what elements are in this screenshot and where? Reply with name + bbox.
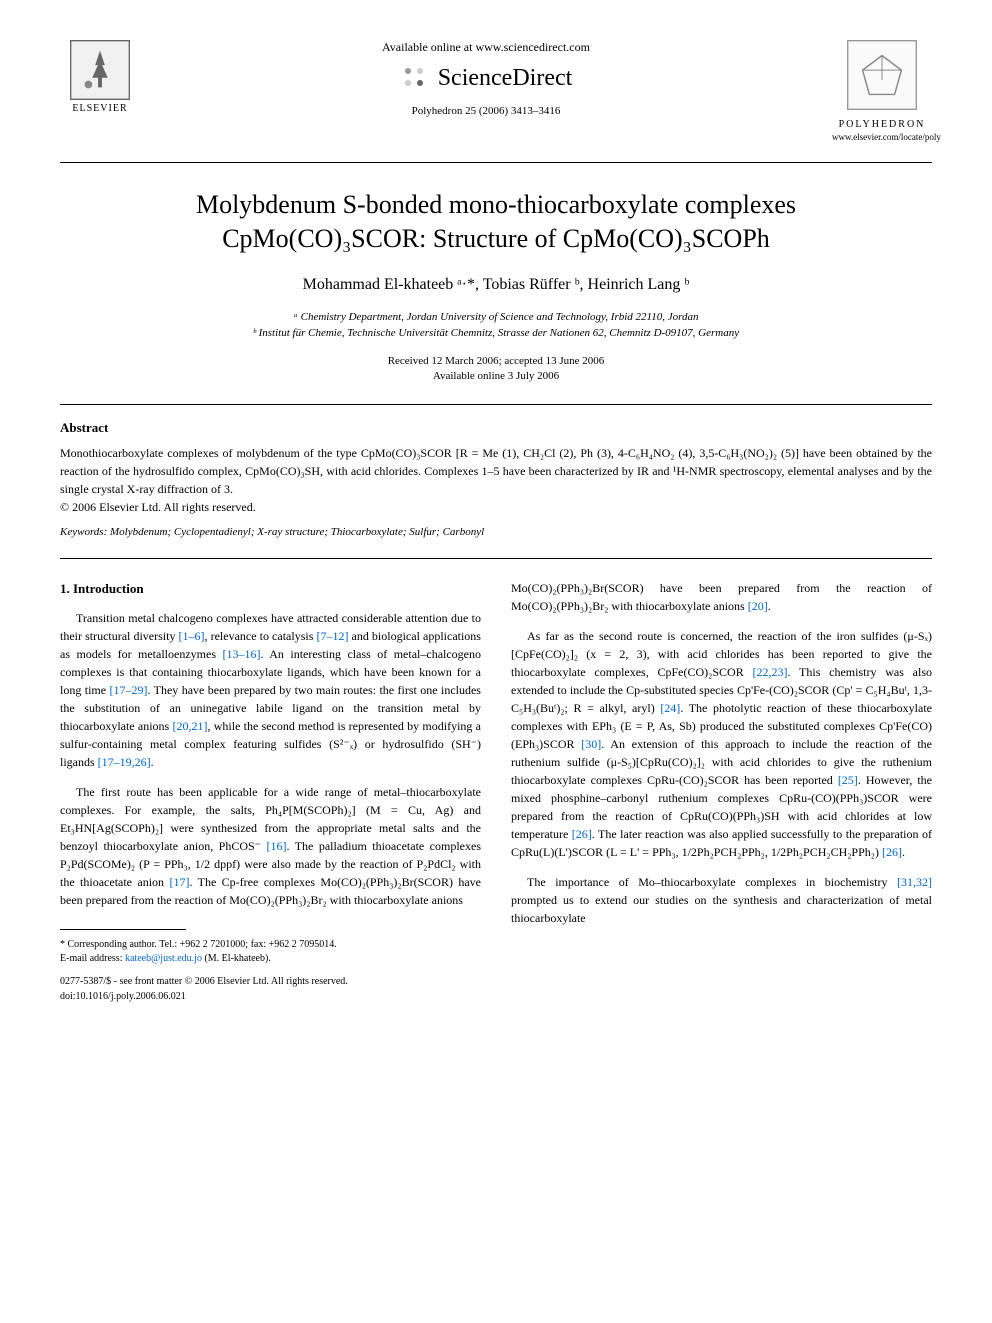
affiliations: ᵃ Chemistry Department, Jordan Universit… <box>60 309 932 342</box>
ref-link[interactable]: [22,23] <box>752 665 787 679</box>
ref-link[interactable]: [17] <box>169 875 189 889</box>
introduction-heading: 1. Introduction <box>60 579 481 599</box>
ref-link[interactable]: [17–19,26] <box>98 755 151 769</box>
ref-link[interactable]: [24] <box>660 701 680 715</box>
ref-link[interactable]: [30] <box>581 737 601 751</box>
polyhedron-icon <box>847 40 917 110</box>
email-link[interactable]: kateeb@just.edu.jo <box>125 953 202 964</box>
received-date: Received 12 March 2006; accepted 13 June… <box>60 354 932 369</box>
available-date: Available online 3 July 2006 <box>60 369 932 384</box>
elsevier-logo: ELSEVIER <box>60 40 140 114</box>
title-line-1: Molybdenum S-bonded mono-thiocarboxylate… <box>196 190 796 219</box>
ref-link[interactable]: [17–29] <box>109 683 147 697</box>
elsevier-tree-icon <box>70 40 130 100</box>
abstract-text: Monothiocarboxylate complexes of molybde… <box>60 444 932 516</box>
journal-url[interactable]: www.elsevier.com/locate/poly <box>832 132 932 142</box>
left-column: 1. Introduction Transition metal chalcog… <box>60 579 481 1004</box>
mid-divider-2 <box>60 558 932 559</box>
body-columns: 1. Introduction Transition metal chalcog… <box>60 579 932 1004</box>
ref-link[interactable]: [1–6] <box>179 629 205 643</box>
ref-link[interactable]: [26] <box>882 845 902 859</box>
journal-reference: Polyhedron 25 (2006) 3413–3416 <box>140 105 832 117</box>
keywords-text: Molybdenum; Cyclopentadienyl; X-ray stru… <box>110 526 484 538</box>
email-line: E-mail address: kateeb@just.edu.jo (M. E… <box>60 952 481 966</box>
journal-logo: POLYHEDRON www.elsevier.com/locate/poly <box>832 40 932 142</box>
elsevier-label: ELSEVIER <box>72 103 127 114</box>
sciencedirect-text: ScienceDirect <box>438 65 573 92</box>
right-column: Mo(CO)₂(PPh₃)₂Br(SCOR) have been prepare… <box>511 579 932 1004</box>
ref-link[interactable]: [20] <box>748 599 768 613</box>
available-online-text: Available online at www.sciencedirect.co… <box>140 40 832 55</box>
journal-name: POLYHEDRON <box>832 119 932 130</box>
sciencedirect-logo: ScienceDirect <box>140 63 832 93</box>
article-title: Molybdenum S-bonded mono-thiocarboxylate… <box>60 188 932 256</box>
title-line-2: CpMo(CO)₃SCOR: Structure of CpMo(CO)₃SCO… <box>222 224 770 253</box>
top-divider <box>60 162 932 163</box>
ref-link[interactable]: [7–12] <box>316 629 348 643</box>
ref-link[interactable]: [25] <box>838 773 858 787</box>
authors: Mohammad El-khateeb ᵃ·*, Tobias Rüffer ᵇ… <box>60 276 932 294</box>
header-row: ELSEVIER Available online at www.science… <box>60 40 932 142</box>
affiliation-b: ᵇ Institut für Chemie, Technische Univer… <box>60 325 932 342</box>
footer-info: 0277-5387/$ - see front matter © 2006 El… <box>60 974 481 1004</box>
ref-link[interactable]: [16] <box>266 839 286 853</box>
keywords-label: Keywords: <box>60 526 107 538</box>
mid-divider-1 <box>60 404 932 405</box>
intro-para-2: The first route has been applicable for … <box>60 783 481 909</box>
ref-link[interactable]: [26] <box>572 827 592 841</box>
corresponding-author: * Corresponding author. Tel.: +962 2 720… <box>60 938 481 952</box>
article-dates: Received 12 March 2006; accepted 13 June… <box>60 354 932 385</box>
intro-para-2-cont: Mo(CO)₂(PPh₃)₂Br(SCOR) have been prepare… <box>511 579 932 615</box>
abstract-heading: Abstract <box>60 420 932 436</box>
intro-para-1: Transition metal chalcogeno complexes ha… <box>60 609 481 771</box>
issn-line: 0277-5387/$ - see front matter © 2006 El… <box>60 974 481 989</box>
footnote-divider <box>60 929 186 930</box>
corresponding-footnote: * Corresponding author. Tel.: +962 2 720… <box>60 938 481 966</box>
keywords: Keywords: Molybdenum; Cyclopentadienyl; … <box>60 526 932 538</box>
ref-link[interactable]: [31,32] <box>897 875 932 889</box>
intro-para-3: As far as the second route is concerned,… <box>511 627 932 861</box>
doi-text: doi:10.1016/j.poly.2006.06.021 <box>60 989 481 1004</box>
center-header: Available online at www.sciencedirect.co… <box>140 40 832 117</box>
affiliation-a: ᵃ Chemistry Department, Jordan Universit… <box>60 309 932 326</box>
sciencedirect-icon <box>400 63 430 93</box>
abstract-copyright: © 2006 Elsevier Ltd. All rights reserved… <box>60 500 256 514</box>
intro-para-4: The importance of Mo–thiocarboxylate com… <box>511 873 932 927</box>
ref-link[interactable]: [20,21] <box>172 719 207 733</box>
ref-link[interactable]: [13–16] <box>222 647 260 661</box>
abstract-body: Monothiocarboxylate complexes of molybde… <box>60 446 932 496</box>
